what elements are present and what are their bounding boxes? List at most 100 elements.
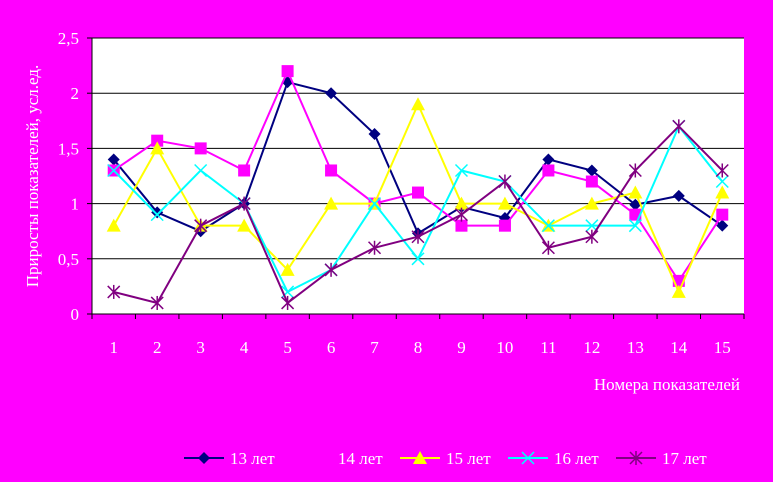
- data-point: [150, 208, 164, 222]
- data-point: [194, 218, 208, 233]
- data-point: [542, 153, 555, 166]
- legend-marker: [629, 451, 643, 465]
- legend-marker: [521, 451, 535, 465]
- legend-item: 14 лет: [292, 449, 383, 468]
- marker-stroke: [368, 197, 382, 211]
- x-tick-label: 9: [457, 338, 466, 357]
- x-tick-label: 13: [627, 338, 644, 357]
- axes: [91, 38, 744, 315]
- data-point: [454, 163, 468, 178]
- data-point: [194, 142, 207, 155]
- data-point: [237, 196, 251, 211]
- data-point: [280, 262, 295, 276]
- data-point: [628, 163, 642, 178]
- data-point: [715, 185, 730, 199]
- data-point: [628, 219, 642, 233]
- legend-marker: [306, 452, 318, 464]
- data-point: [368, 197, 382, 211]
- y-tick-label: 2,5: [58, 29, 79, 48]
- data-point: [106, 218, 121, 232]
- data-point: [150, 141, 165, 155]
- legend-marker: [198, 452, 210, 464]
- data-point: [238, 164, 251, 177]
- data-point: [672, 189, 685, 202]
- data-point: [584, 196, 599, 210]
- y-tick-label: 1,5: [58, 139, 79, 158]
- x-tick-label: 12: [583, 338, 600, 357]
- data-point: [715, 174, 729, 189]
- x-tick-label: 2: [153, 338, 162, 357]
- x-tick-label: 7: [370, 338, 379, 357]
- data-point: [325, 87, 338, 100]
- data-point: [672, 119, 686, 134]
- legend-label: 13 лет: [230, 449, 275, 468]
- data-point: [542, 164, 555, 177]
- x-tick-label: 15: [714, 338, 731, 357]
- marker-stroke: [150, 208, 164, 222]
- data-point: [151, 206, 164, 219]
- data-point: [671, 284, 686, 298]
- data-point: [411, 252, 425, 266]
- legend-marker: [413, 451, 427, 464]
- x-tick-label: 14: [670, 338, 688, 357]
- data-point: [541, 219, 555, 233]
- data-point: [411, 229, 425, 244]
- data-point: [541, 240, 555, 255]
- y-axis-title: Приросты показателей, усл.ед.: [23, 65, 42, 288]
- legend-item: 17 лет: [616, 449, 707, 468]
- y-tick-label: 0: [71, 305, 80, 324]
- data-point: [497, 196, 512, 210]
- legend-item: 13 лет: [184, 449, 275, 468]
- data-point: [281, 295, 295, 310]
- y-tick-label: 1: [71, 195, 80, 214]
- data-point: [281, 65, 294, 78]
- x-tick-label: 10: [496, 338, 513, 357]
- marker-stroke: [454, 163, 468, 178]
- data-point: [585, 175, 598, 188]
- plot-area: [92, 38, 744, 314]
- legend-item: 15 лет: [400, 449, 491, 468]
- data-point: [412, 186, 424, 199]
- x-axis-title: Номера показателей: [594, 375, 740, 394]
- data-point: [324, 262, 338, 277]
- axis-ticks: 00,511,522,51 2 3 4 5 6 7 8 9 10 11 12 13 14 15: [58, 29, 745, 357]
- marker-stroke: [541, 219, 555, 233]
- data-point: [628, 185, 643, 199]
- x-tick-label: 6: [327, 338, 336, 357]
- marker-stroke: [194, 163, 208, 178]
- data-point: [498, 219, 511, 232]
- x-tick-label: 11: [540, 338, 556, 357]
- data-point: [585, 164, 598, 177]
- legend: 13 лет 14 лет 15 лет 16 лет 17 лет: [184, 449, 707, 468]
- legend-label: 14 лет: [338, 449, 383, 468]
- data-point: [107, 153, 120, 166]
- data-point: [585, 229, 599, 244]
- data-point: [715, 163, 729, 178]
- legend-label: 16 лет: [554, 449, 599, 468]
- data-point: [107, 284, 121, 299]
- x-tick-label: 3: [196, 338, 205, 357]
- marker-stroke: [628, 219, 642, 233]
- data-point: [194, 163, 208, 178]
- marker-stroke: [107, 163, 121, 178]
- x-tick-label: 4: [240, 338, 249, 357]
- data-point: [237, 218, 252, 232]
- data-point: [368, 128, 381, 141]
- data-point: [325, 164, 338, 177]
- legend-label: 17 лет: [662, 449, 707, 468]
- marker-stroke: [585, 219, 599, 233]
- x-tick-label: 1: [109, 338, 118, 357]
- data-point: [150, 295, 164, 310]
- series-5: [107, 119, 729, 310]
- data-point: [107, 163, 121, 178]
- data-point: [151, 134, 164, 147]
- marker-stroke: [521, 451, 535, 465]
- legend-item: 16 лет: [508, 449, 599, 468]
- data-point: [454, 196, 469, 210]
- data-point: [716, 219, 729, 232]
- legend-label: 15 лет: [446, 449, 491, 468]
- x-tick-label: 5: [283, 338, 292, 357]
- x-tick-label: 8: [414, 338, 423, 357]
- series-group: [106, 65, 730, 310]
